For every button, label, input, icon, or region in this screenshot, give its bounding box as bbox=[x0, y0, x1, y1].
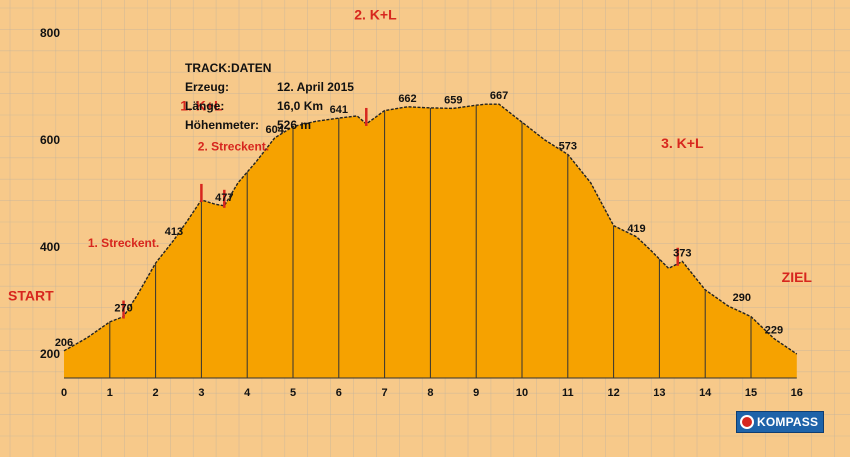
elevation-labels: 206 270 413 477 604 641 662 659 667 573 419 373 290 2… bbox=[55, 90, 783, 349]
elevation-label: 413 bbox=[165, 226, 183, 238]
track-value: 16,0 Km bbox=[277, 99, 324, 113]
track-key: Erzeug: bbox=[185, 80, 230, 94]
elevation-label: 290 bbox=[733, 292, 751, 304]
x-tick-label: 12 bbox=[607, 387, 619, 399]
annotation-label: 1. K+L bbox=[180, 98, 223, 114]
x-tick-label: 15 bbox=[745, 387, 757, 399]
track-row-date: Erzeug: 12. April 2015 bbox=[185, 78, 354, 97]
annotations: START ZIEL 1. Streckent. 1. K+L 2. Streckent… bbox=[8, 7, 812, 304]
y-tick-label: 800 bbox=[40, 26, 60, 40]
annotation-label: 2. K+L bbox=[354, 7, 397, 23]
y-tick-label: 600 bbox=[40, 133, 60, 147]
checkpoint-markers bbox=[122, 107, 679, 319]
track-title: TRACK:DATEN bbox=[185, 61, 272, 75]
elevation-label: 641 bbox=[330, 104, 348, 116]
x-tick-label: 2 bbox=[153, 387, 159, 399]
x-tick-label: 9 bbox=[473, 387, 479, 399]
x-tick-label: 7 bbox=[382, 387, 388, 399]
compass-icon bbox=[740, 415, 754, 429]
track-key: Länge: bbox=[185, 99, 225, 113]
track-key: Höhenmeter: bbox=[185, 118, 260, 132]
x-tick-label: 16 bbox=[791, 387, 803, 399]
km-dividers bbox=[64, 105, 797, 379]
y-tick-label: 200 bbox=[40, 347, 60, 361]
track-row-length: Länge: 16,0 Km bbox=[185, 97, 354, 116]
elevation-label: 477 bbox=[215, 192, 233, 204]
elevation-line bbox=[63, 103, 798, 355]
elevation-label: 662 bbox=[398, 93, 416, 105]
x-tick-label: 6 bbox=[336, 387, 342, 399]
elevation-label: 667 bbox=[490, 90, 508, 102]
elevation-label: 419 bbox=[627, 223, 645, 235]
elevation-label: 573 bbox=[559, 140, 577, 152]
elevation-label: 604 bbox=[266, 124, 285, 136]
x-tick-label: 11 bbox=[562, 387, 574, 399]
annotation-label: 1. Streckent. bbox=[88, 236, 159, 250]
elevation-label: 270 bbox=[114, 303, 132, 315]
annotation-label: ZIEL bbox=[782, 269, 813, 285]
track-value: 12. April 2015 bbox=[277, 80, 354, 94]
annotation-label: START bbox=[8, 288, 54, 304]
x-tick-label: 5 bbox=[290, 387, 296, 399]
elevation-label: 373 bbox=[673, 247, 691, 259]
x-tick-label: 10 bbox=[516, 387, 528, 399]
elevation-label: 659 bbox=[444, 94, 462, 106]
x-tick-label: 1 bbox=[107, 387, 113, 399]
y-tick-label: 400 bbox=[40, 240, 60, 254]
elevation-label: 206 bbox=[55, 337, 73, 349]
annotation-label: 3. K+L bbox=[661, 135, 704, 151]
x-tick-label: 13 bbox=[653, 387, 665, 399]
track-row-elevation: Höhenmeter: 526 m bbox=[185, 116, 354, 135]
x-tick-label: 3 bbox=[198, 387, 204, 399]
track-value: 526 m bbox=[277, 118, 312, 132]
elevation-label: 229 bbox=[765, 324, 783, 336]
x-tick-label: 8 bbox=[427, 387, 433, 399]
kompass-logo: KOMPASS bbox=[736, 411, 824, 433]
x-tick-label: 4 bbox=[244, 387, 251, 399]
logo-text: KOMPASS bbox=[757, 415, 819, 429]
annotation-label: 2. Streckent. bbox=[198, 140, 269, 154]
track-data-box: TRACK:DATEN Erzeug: 12. April 2015 Länge… bbox=[185, 58, 354, 135]
x-tick-label: 0 bbox=[61, 387, 67, 399]
axis-ticks: 0123456789101112131415162004006008001000… bbox=[40, 26, 803, 399]
x-tick-label: 14 bbox=[699, 387, 712, 399]
